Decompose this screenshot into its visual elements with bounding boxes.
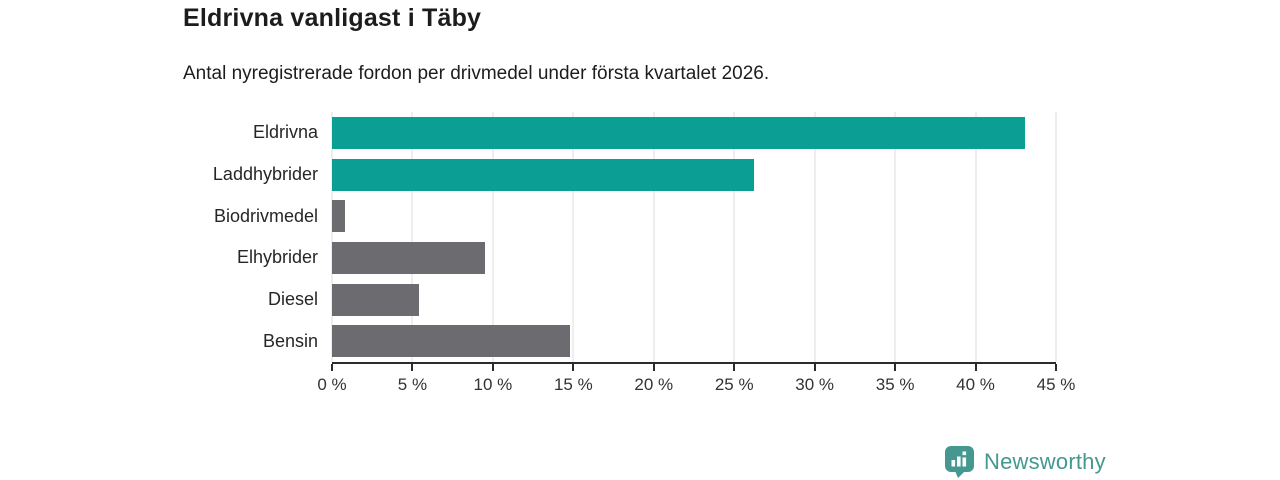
tick-label: 0 % [317, 375, 347, 394]
chart-title: Eldrivna vanligast i Täby [183, 4, 482, 32]
tick-mark [572, 364, 575, 371]
bar-track [332, 158, 1056, 191]
bar-row: Diesel [202, 279, 1056, 321]
bar [332, 158, 754, 191]
category-label: Biodrivmedel [213, 205, 318, 226]
tick-label: 10 % [473, 375, 513, 394]
tick-label: 15 % [553, 375, 593, 394]
x-axis: 0 % 5 % 10 % 15 % 20 % 25 % 30 % 35 % 40 % 45 % [317, 362, 1075, 404]
bar [332, 116, 1026, 149]
tick-mark [733, 364, 736, 371]
tick-label: 45 % [1036, 375, 1076, 394]
tick-label: 30 % [795, 375, 835, 394]
category-label: Bensin [262, 330, 318, 351]
bar [332, 200, 345, 233]
bar [332, 325, 571, 358]
newsworthy-logo: Newsworthy [944, 445, 1106, 478]
gridline [572, 112, 574, 362]
bar-track [332, 200, 1056, 233]
gridline [492, 112, 494, 362]
tick-label: 35 % [875, 375, 915, 394]
gridline [975, 112, 977, 362]
bar-track [332, 241, 1056, 274]
tick-mark [894, 364, 897, 371]
tick-mark [491, 364, 494, 371]
bar-track [332, 325, 1056, 358]
tick-label: 5 % [397, 375, 428, 394]
tick-mark [652, 364, 655, 371]
tick-label: 20 % [634, 375, 674, 394]
bar-row: Elhybrider [202, 237, 1056, 279]
bar-chart: Eldrivna Laddhybrider Biodrivmedel Elhyb… [202, 112, 1056, 362]
category-label: Laddhybrider [212, 164, 318, 185]
gridline [331, 112, 333, 362]
category-label: Eldrivna [252, 122, 318, 143]
category-label: Elhybrider [236, 247, 318, 268]
bar [332, 283, 419, 316]
tick-mark [813, 364, 816, 371]
bar-row: Laddhybrider [202, 154, 1056, 196]
tick-label: 25 % [714, 375, 754, 394]
tick-mark [331, 364, 333, 371]
tick-mark [974, 364, 977, 371]
gridline [894, 112, 896, 362]
gridline [653, 112, 655, 362]
chart-subtitle: Antal nyregistrerade fordon per drivmede… [183, 63, 770, 84]
bar-row: Biodrivmedel [202, 195, 1056, 237]
bar [332, 241, 485, 274]
category-label: Diesel [267, 289, 318, 310]
gridline [733, 112, 735, 362]
bar-track [332, 283, 1056, 316]
gridlines [331, 112, 1057, 362]
gridline [814, 112, 816, 362]
newsworthy-logo-icon [945, 446, 974, 478]
gridline [1055, 112, 1057, 362]
bar-row: Bensin [202, 320, 1056, 362]
bar-track [332, 116, 1056, 149]
newsworthy-logo-text: Newsworthy [984, 448, 1106, 474]
tick-label: 40 % [956, 375, 995, 394]
tick-mark [1055, 364, 1057, 371]
bar-row: Eldrivna [202, 112, 1056, 154]
tick-mark [411, 364, 414, 371]
gridline [411, 112, 413, 362]
